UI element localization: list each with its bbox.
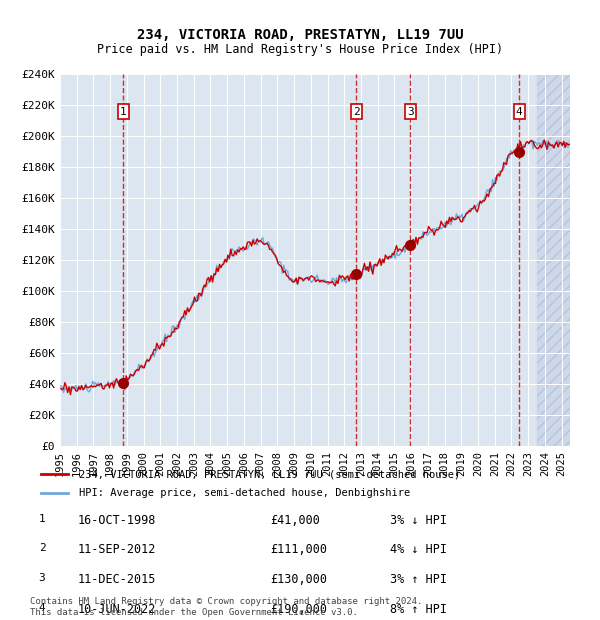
Text: 4% ↓ HPI: 4% ↓ HPI (390, 544, 447, 556)
Text: 4: 4 (516, 107, 523, 117)
Text: £130,000: £130,000 (270, 574, 327, 586)
Text: 234, VICTORIA ROAD, PRESTATYN, LL19 7UU: 234, VICTORIA ROAD, PRESTATYN, LL19 7UU (137, 28, 463, 42)
Text: £111,000: £111,000 (270, 544, 327, 556)
Text: 3% ↓ HPI: 3% ↓ HPI (390, 514, 447, 526)
Text: 3% ↑ HPI: 3% ↑ HPI (390, 574, 447, 586)
Text: 2: 2 (38, 543, 46, 554)
Text: 3: 3 (407, 107, 414, 117)
Text: 3: 3 (38, 573, 46, 583)
Text: HPI: Average price, semi-detached house, Denbighshire: HPI: Average price, semi-detached house,… (79, 488, 410, 498)
Text: Contains HM Land Registry data © Crown copyright and database right 2024.
This d: Contains HM Land Registry data © Crown c… (30, 598, 422, 617)
Text: 1: 1 (120, 107, 127, 117)
Text: 234, VICTORIA ROAD, PRESTATYN, LL19 7UU (semi-detached house): 234, VICTORIA ROAD, PRESTATYN, LL19 7UU … (79, 469, 460, 479)
Text: 11-SEP-2012: 11-SEP-2012 (78, 544, 157, 556)
Text: Price paid vs. HM Land Registry's House Price Index (HPI): Price paid vs. HM Land Registry's House … (97, 43, 503, 56)
Text: 10-JUN-2022: 10-JUN-2022 (78, 603, 157, 616)
Text: £190,000: £190,000 (270, 603, 327, 616)
Text: 4: 4 (38, 603, 46, 613)
Text: 16-OCT-1998: 16-OCT-1998 (78, 514, 157, 526)
Bar (536, 74, 570, 446)
Text: 2: 2 (353, 107, 359, 117)
Text: 11-DEC-2015: 11-DEC-2015 (78, 574, 157, 586)
Text: 1: 1 (38, 513, 46, 524)
Text: 8% ↑ HPI: 8% ↑ HPI (390, 603, 447, 616)
Bar (536, 74, 570, 446)
Text: £41,000: £41,000 (270, 514, 320, 526)
